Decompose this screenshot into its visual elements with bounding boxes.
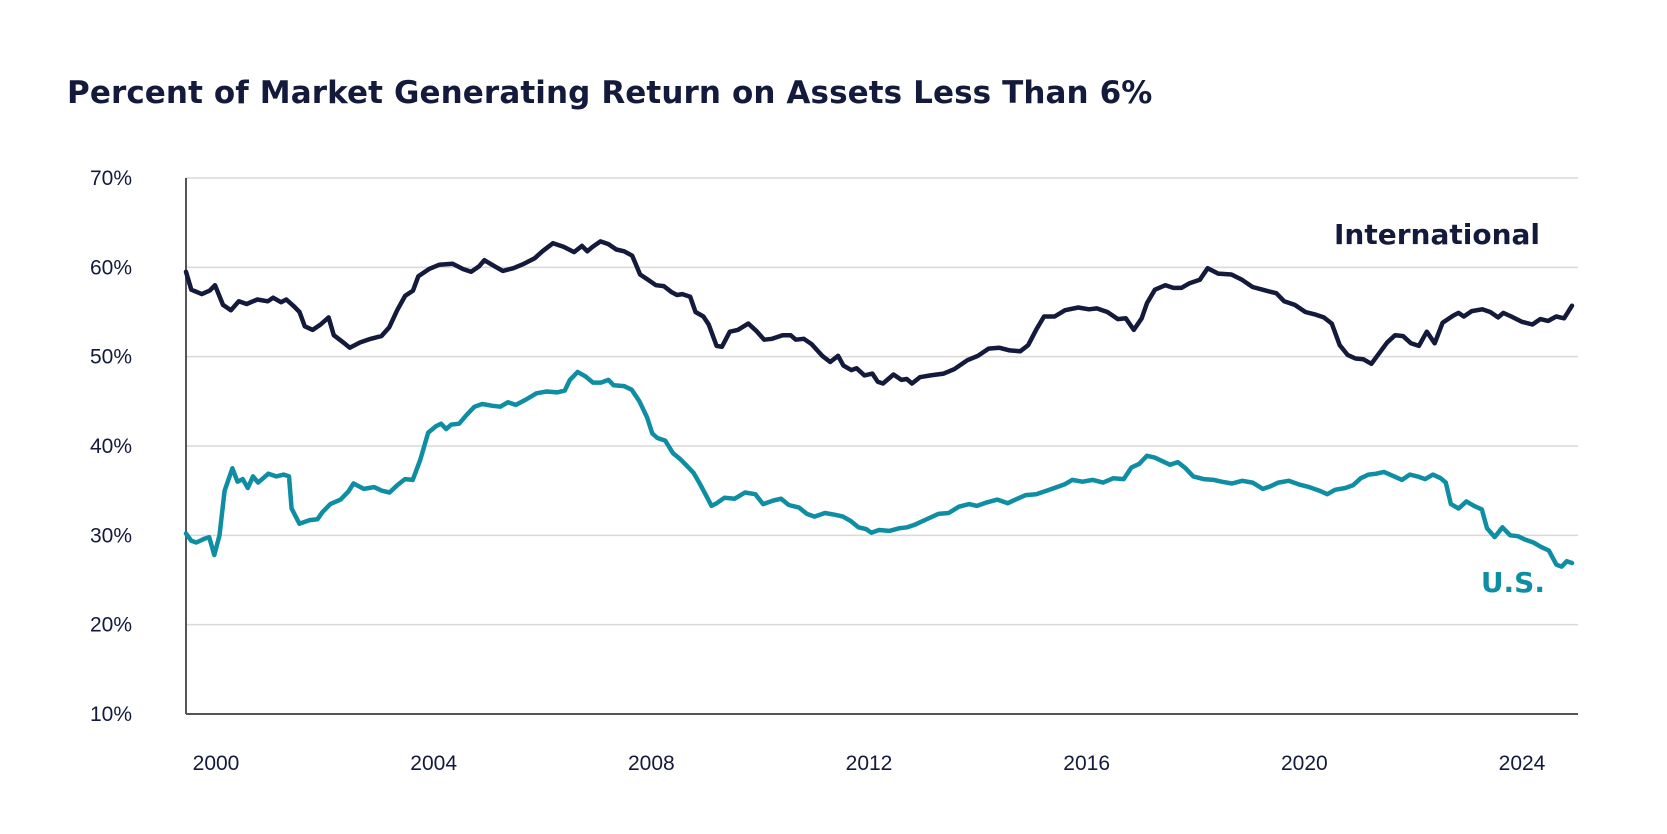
series-labels: International U.S. — [1334, 218, 1545, 599]
series-line-u-s- — [183, 369, 1575, 569]
x-tick-label: 2004 — [410, 752, 457, 775]
x-tick-label: 2000 — [193, 752, 240, 775]
series-lines — [183, 239, 1575, 569]
x-tick-label: 2024 — [1499, 752, 1546, 775]
y-tick-label: 30% — [90, 524, 132, 547]
y-tick-label: 50% — [90, 346, 132, 369]
series-line-international — [183, 239, 1575, 386]
y-tick-label: 10% — [90, 703, 132, 726]
y-tick-label: 60% — [90, 256, 132, 279]
y-axis-ticks: 10% 20% 30% 40% 50% 60% 70% — [90, 167, 132, 726]
series-label-international: International — [1334, 218, 1540, 251]
y-tick-label: 70% — [90, 167, 132, 190]
y-tick-label: 40% — [90, 435, 132, 458]
x-tick-label: 2008 — [628, 752, 675, 775]
x-axis-ticks: 2000 2004 2008 2012 2016 2020 2024 — [193, 752, 1546, 775]
series-label-u-s-: U.S. — [1481, 566, 1545, 599]
chart-title: Percent of Market Generating Return on A… — [67, 75, 1153, 111]
x-tick-label: 2016 — [1063, 752, 1110, 775]
y-tick-label: 20% — [90, 614, 132, 637]
gridlines — [186, 177, 1578, 626]
x-tick-label: 2020 — [1281, 752, 1328, 775]
x-tick-label: 2012 — [846, 752, 893, 775]
axes — [185, 178, 1578, 715]
